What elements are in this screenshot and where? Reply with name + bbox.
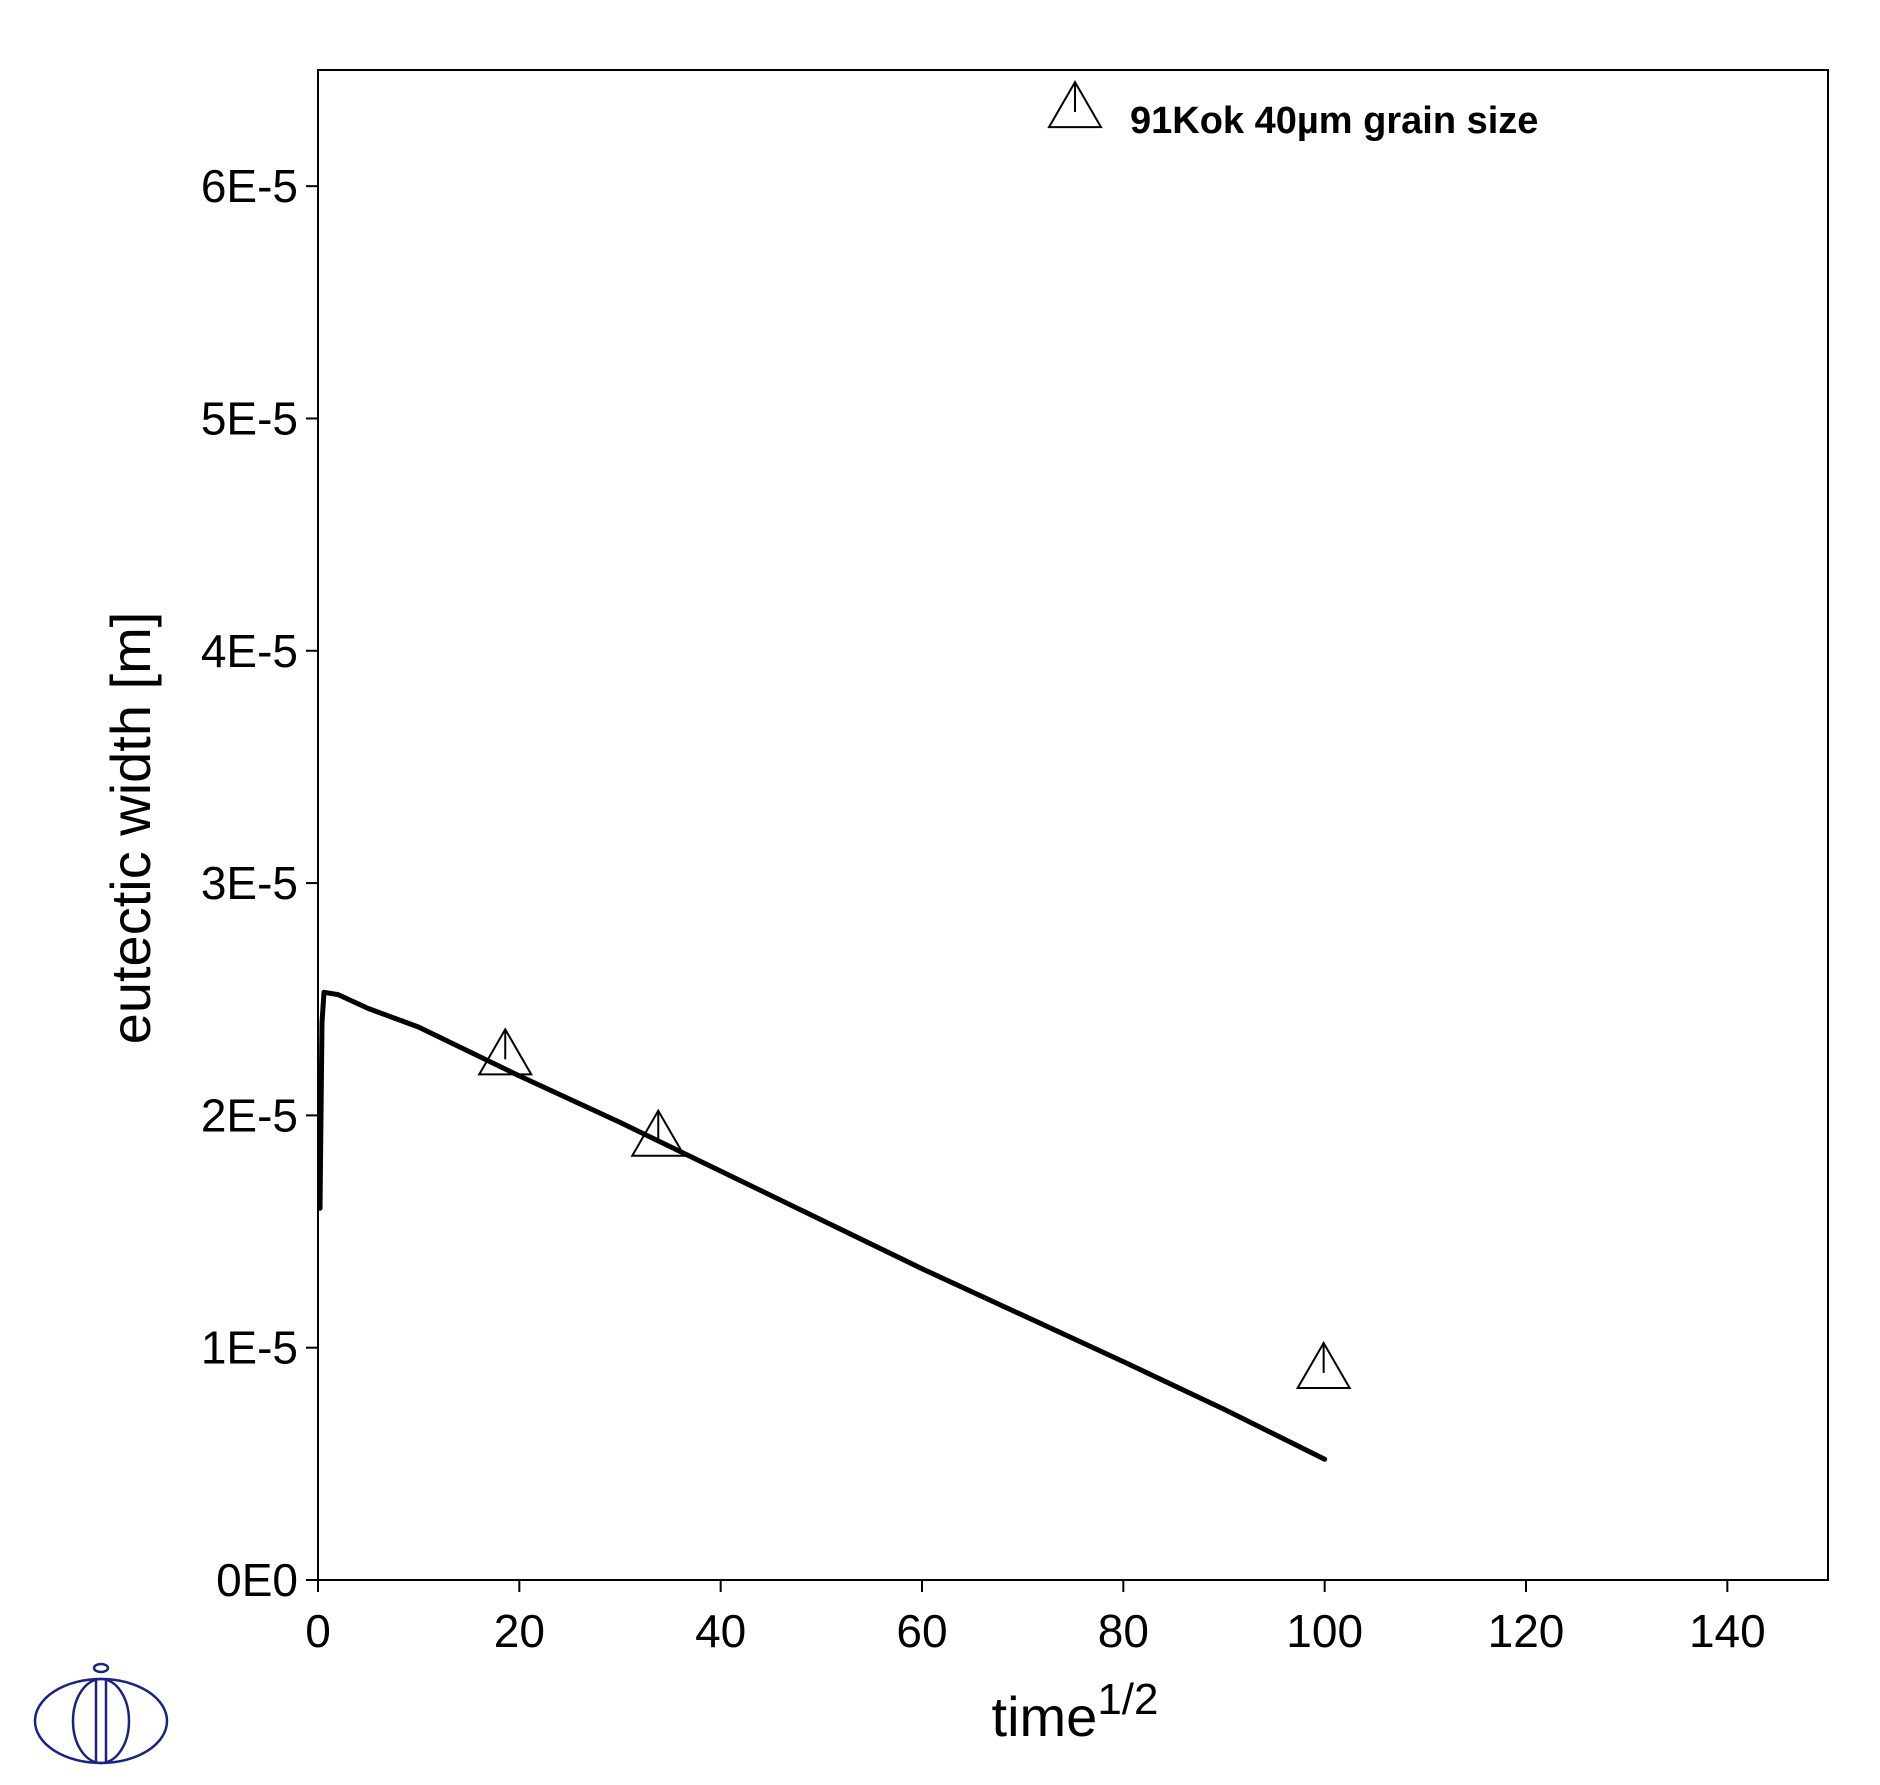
y-tick-label: 5E-5 — [201, 392, 298, 444]
x-tick-label: 0 — [305, 1605, 331, 1657]
series-line — [317, 989, 1328, 1462]
y-axis-ticks: 0E0 1E-5 2E-5 3E-5 4E-5 5E-5 6E-5 — [201, 160, 318, 1606]
x-tick-label: 120 — [1488, 1605, 1565, 1657]
series-layer — [317, 989, 1352, 1462]
x-axis-title-base: time — [992, 1685, 1098, 1748]
y-tick-label: 4E-5 — [201, 625, 298, 677]
x-axis-ticks: 0 20 40 60 80 100 120 140 — [305, 1580, 1766, 1657]
x-tick-label: 40 — [695, 1605, 746, 1657]
x-axis-title-superscript: 1/2 — [1097, 1675, 1158, 1724]
y-tick-label: 6E-5 — [201, 160, 298, 212]
x-axis-title: time1/2 — [992, 1675, 1159, 1748]
x-tick-label: 20 — [494, 1605, 545, 1657]
x-tick-label: 100 — [1286, 1605, 1363, 1657]
legend: 91Kok 40µm grain size — [1047, 80, 1538, 142]
x-tick-label: 80 — [1098, 1605, 1149, 1657]
data-point-triangle — [1295, 1341, 1352, 1390]
legend-entry: 91Kok 40µm grain size — [1130, 100, 1538, 142]
legend-triangle-marker — [1047, 80, 1103, 129]
y-axis-title: eutectic width [m] — [99, 612, 162, 1045]
data-point-triangle — [477, 1027, 533, 1076]
plot-frame — [317, 69, 1829, 1581]
data-point-triangle — [630, 1108, 686, 1157]
y-tick-label: 3E-5 — [201, 857, 298, 909]
logo-icon — [33, 1662, 169, 1765]
y-tick-label: 0E0 — [216, 1554, 298, 1606]
x-tick-label: 60 — [896, 1605, 947, 1657]
y-tick-label: 1E-5 — [201, 1322, 298, 1374]
y-tick-label: 2E-5 — [201, 1089, 298, 1141]
x-tick-label: 140 — [1689, 1605, 1766, 1657]
